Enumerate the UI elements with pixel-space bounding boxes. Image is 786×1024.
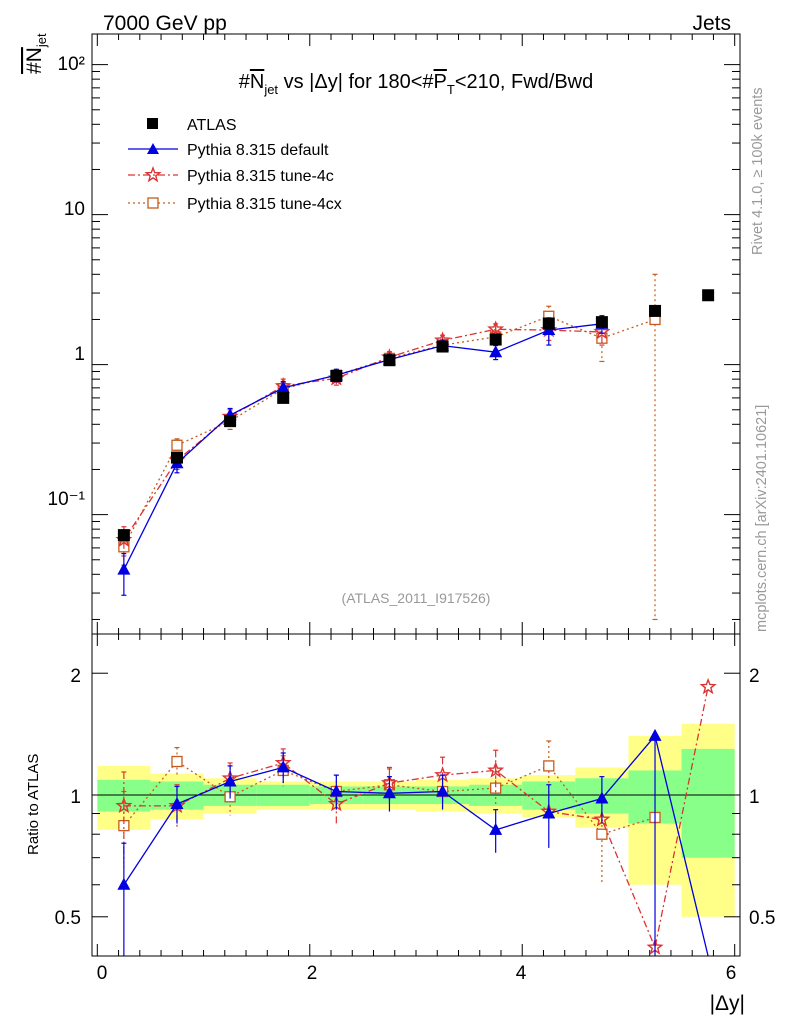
- title-prefix: #: [239, 71, 251, 93]
- series-1-main: [117, 315, 609, 596]
- rivet-label: Rivet 4.1.0, ≥ 100k events: [750, 87, 766, 255]
- ratio-marker: [595, 791, 609, 804]
- title-n-sub: jet: [263, 82, 278, 97]
- legend-marker-tune4c: [144, 165, 162, 183]
- atlas-marker: [224, 415, 237, 428]
- ratio-marker: [648, 728, 662, 741]
- y-tick-label-0: 10⁻¹: [48, 489, 86, 510]
- series-marker: [593, 322, 611, 340]
- atlas-data: [117, 289, 715, 542]
- legend-marker-tune4cx: [147, 197, 159, 209]
- analysis-watermark: (ATLAS_2011_I917526): [342, 590, 491, 606]
- main-ticks: [92, 34, 740, 634]
- series-marker: [171, 439, 183, 451]
- x-axis-label: |Δy|: [710, 992, 745, 1015]
- ratio-y-label: Ratio to ATLAS: [25, 754, 42, 855]
- legend-entry-tune4c: Pythia 8.315 tune-4c: [128, 165, 334, 185]
- legend-marker-atlas: [147, 118, 158, 129]
- ratio-bands: [97, 723, 735, 917]
- ratio-tick-label-2: 2: [70, 666, 81, 687]
- mcplots-label: mcplots.cern.ch [arXiv:2401.10621]: [754, 405, 770, 632]
- main-panel: 10⁻¹ 1 10 10²: [48, 33, 741, 635]
- ratio-marker: [596, 828, 608, 840]
- atlas-marker: [117, 529, 130, 542]
- atlas-marker: [595, 316, 608, 329]
- ratio-line: [123, 734, 709, 957]
- ratio-tick-label-right-0: 0.5: [749, 908, 775, 929]
- ratio-line: [123, 686, 709, 950]
- legend-label-default: Pythia 8.315 default: [187, 142, 329, 159]
- y-label-sub: jet: [34, 33, 49, 48]
- ratio-tick-label-1: 1: [70, 787, 81, 808]
- series-marker: [489, 345, 503, 358]
- series-1-ratio: [117, 728, 709, 957]
- series-line: [123, 323, 602, 570]
- y-tick-label-3: 10²: [58, 54, 85, 75]
- y-tick-label-1: 1: [74, 344, 85, 365]
- atlas-marker: [383, 354, 396, 367]
- legend-label-tune4c: Pythia 8.315 tune-4c: [187, 168, 334, 185]
- ratio-marker: [171, 755, 183, 768]
- atlas-marker: [170, 451, 183, 464]
- y-tick-label-2: 10: [64, 199, 85, 220]
- atlas-marker: [436, 340, 449, 353]
- title-suffix: <210, Fwd/Bwd: [455, 71, 593, 93]
- title-p-sub: T: [447, 82, 455, 97]
- ratio-marker: [699, 677, 717, 695]
- chart-title: #Njet vs |Δy| for 180<#PT<210, Fwd/Bwd: [239, 71, 594, 97]
- x-tick-label-1: 2: [307, 963, 318, 984]
- atlas-marker: [542, 317, 555, 330]
- ratio-marker: [329, 784, 343, 797]
- series-marker: [487, 320, 505, 337]
- legend-marker-default: [147, 143, 159, 154]
- x-tick-label-3: 6: [726, 963, 737, 984]
- atlas-marker: [702, 289, 715, 302]
- ratio-tick-label-right-1: 1: [749, 787, 760, 808]
- atlas-marker: [330, 369, 343, 382]
- series-marker: [117, 562, 131, 575]
- ratio-marker: [117, 877, 131, 890]
- ratio-tick-label-right-2: 2: [749, 666, 760, 687]
- ratio-band-inner: [681, 748, 735, 858]
- legend-label-atlas: ATLAS: [187, 117, 237, 134]
- header-left: 7000 GeV pp: [103, 12, 227, 35]
- legend-label-tune4cx: Pythia 8.315 tune-4cx: [187, 196, 342, 213]
- ratio-ticks: [92, 634, 740, 957]
- series-marker: [276, 380, 290, 393]
- legend: ATLAS Pythia 8.315 default Pythia 8.315 …: [128, 117, 342, 213]
- ratio-marker: [436, 784, 450, 797]
- series-line: [123, 328, 602, 541]
- title-p: P: [434, 71, 447, 93]
- ratio-marker: [489, 822, 503, 835]
- ratio-marker: [170, 797, 184, 810]
- ratio-marker: [115, 796, 133, 814]
- ratio-marker: [276, 760, 290, 773]
- x-tick-label-0: 0: [97, 963, 108, 984]
- ratio-marker: [223, 774, 237, 787]
- title-n: N: [250, 71, 264, 93]
- legend-entry-default: Pythia 8.315 default: [128, 142, 329, 159]
- ratio-frame: [91, 633, 741, 957]
- header-right: Jets: [692, 12, 731, 35]
- atlas-marker: [277, 391, 290, 404]
- y-axis-label: #Njet: [23, 33, 49, 74]
- y-label-main: #N: [23, 47, 46, 74]
- atlas-marker: [649, 304, 662, 317]
- ratio-series: [115, 677, 717, 957]
- legend-entry-tune4cx: Pythia 8.315 tune-4cx: [128, 196, 342, 213]
- ratio-marker: [542, 806, 556, 819]
- ratio-panel: 0.5 1 2 0.5 1 2 0 2 4 6: [55, 633, 775, 984]
- svg-text:#Njet: #Njet: [23, 33, 49, 74]
- x-tick-label-2: 4: [516, 963, 527, 984]
- ratio-marker: [543, 760, 555, 772]
- ratio-tick-label-0: 0.5: [55, 908, 81, 929]
- ratio-marker: [382, 786, 396, 799]
- legend-entry-atlas: ATLAS: [147, 117, 237, 134]
- title-middle: vs |Δy| for 180<#: [278, 71, 434, 93]
- main-series: [115, 273, 715, 621]
- atlas-marker: [489, 333, 502, 346]
- ratio-marker: [487, 761, 505, 778]
